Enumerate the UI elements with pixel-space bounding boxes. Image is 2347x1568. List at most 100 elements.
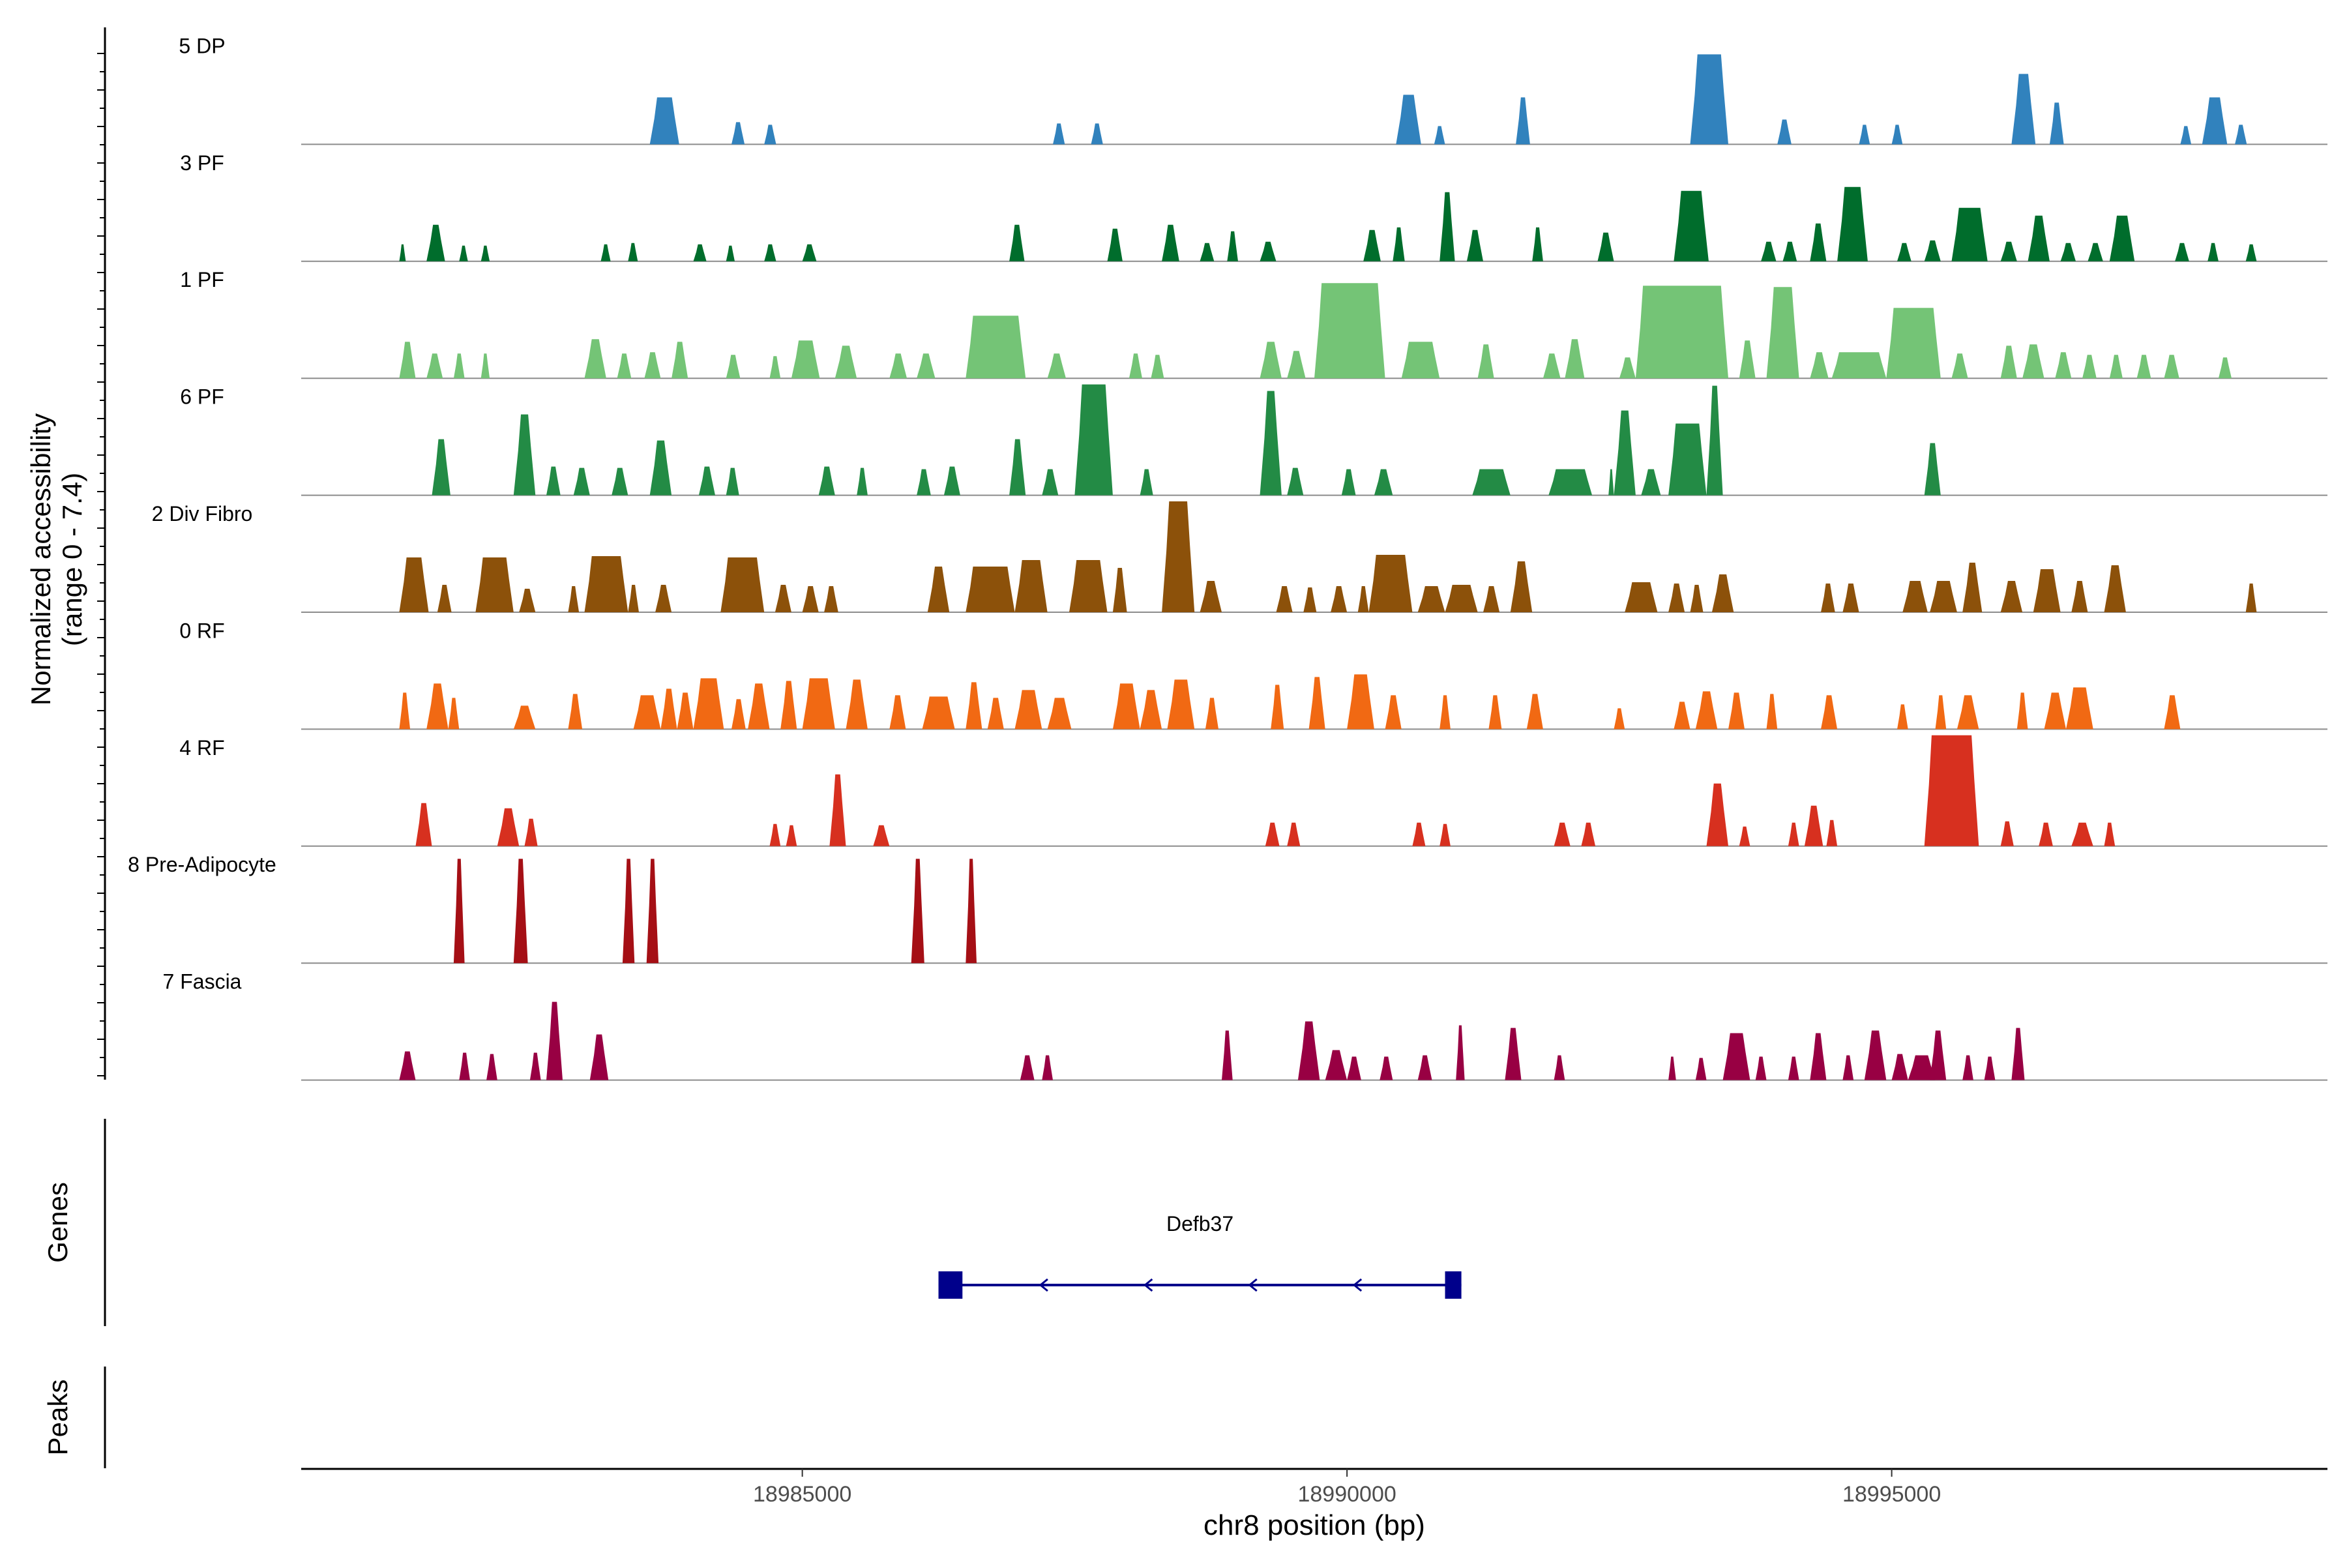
coverage-peak — [1341, 469, 1356, 496]
coverage-peak — [426, 683, 449, 730]
coverage-peak — [1690, 585, 1704, 612]
coverage-peak — [1842, 584, 1859, 612]
coverage-peak — [1167, 679, 1195, 730]
coverage-peak — [1619, 357, 1636, 379]
coverage-peak — [399, 244, 406, 261]
coverage-peak — [917, 469, 931, 496]
coverage-peak — [1439, 823, 1451, 846]
coverage-peak — [1009, 439, 1026, 496]
coverage-peak — [1439, 192, 1455, 261]
coverage-peak — [1260, 391, 1282, 496]
coverage-peak — [1488, 695, 1502, 730]
coverage-peak — [1897, 704, 1908, 730]
coverage-peak — [1956, 695, 1979, 730]
coverage-tracks: 5 DP 3 PF 1 PF 6 PF 2 Div Fibro 0 RF 4 RF 8 Pre… — [128, 34, 2327, 1081]
coverage-peak — [1886, 308, 1941, 379]
coverage-peak — [1962, 1055, 1973, 1080]
coverage-peak — [911, 859, 924, 964]
coverage-peak — [1810, 1033, 1827, 1080]
coverage-peak — [486, 1054, 497, 1080]
coverage-peak — [889, 353, 908, 379]
coverage-peak — [1053, 123, 1065, 145]
coverage-peak — [2016, 692, 2028, 730]
coverage-peak — [698, 466, 715, 496]
coverage-peak — [1396, 95, 1421, 145]
coverage-peak — [927, 567, 950, 612]
coverage-peak — [1445, 585, 1478, 612]
coverage-peak — [2202, 97, 2228, 145]
coverage-peak — [1614, 410, 1636, 496]
coverage-peak — [1625, 582, 1658, 612]
coverage-peak — [1380, 1056, 1393, 1080]
coverage-peak — [1891, 1054, 1908, 1080]
coverage-peak — [1347, 1056, 1361, 1080]
coverage-peak — [1777, 119, 1792, 145]
coverage-peak — [1821, 584, 1835, 612]
coverage-peak — [1368, 555, 1413, 612]
coverage-peak — [834, 346, 857, 379]
coverage-peak — [1303, 587, 1317, 612]
coverage-peak — [1417, 1055, 1432, 1080]
coverage-peak — [1674, 702, 1690, 730]
coverage-peak — [399, 692, 411, 730]
coverage-peak — [1151, 355, 1164, 379]
coverage-peak — [1668, 423, 1707, 496]
coverage-peak — [1483, 586, 1500, 612]
coverage-peak — [726, 245, 735, 261]
coverage-peak — [1739, 340, 1756, 379]
coverage-peak — [1674, 190, 1709, 261]
coverage-peak — [889, 695, 906, 730]
strand-arrow — [1143, 1278, 1153, 1292]
gene-exon — [1445, 1271, 1462, 1299]
gene-model: Defb37 — [938, 1212, 1462, 1299]
coverage-peak — [1984, 1056, 1996, 1080]
coverage-peak — [1722, 1033, 1750, 1080]
coverage-peak — [693, 678, 724, 730]
coverage-peak — [2049, 102, 2064, 145]
track-4-rf: 4 RF — [179, 735, 2327, 847]
strand-arrow — [1248, 1278, 1258, 1292]
track-label: 2 Div Fibro — [152, 502, 253, 525]
coverage-peak — [1047, 698, 1072, 730]
coverage-peak — [1347, 674, 1374, 730]
coverage-peak — [1565, 339, 1585, 379]
coverage-peak — [2164, 695, 2181, 730]
coverage-peak — [824, 586, 838, 612]
coverage-peak — [720, 557, 765, 612]
coverage-peak — [2180, 126, 2192, 145]
coverage-peak — [802, 678, 835, 730]
coverage-peak — [748, 683, 770, 730]
coverage-peak — [672, 342, 688, 379]
coverage-peak — [818, 466, 835, 496]
coverage-peak — [1014, 690, 1042, 730]
coverage-peak — [1401, 342, 1440, 379]
track-label: 6 PF — [180, 385, 224, 409]
coverage-peak — [1140, 690, 1162, 730]
coverage-peak — [399, 557, 429, 612]
coverage-peak — [775, 585, 791, 612]
coverage-peak — [2066, 687, 2093, 730]
coverage-peak — [2104, 565, 2126, 612]
coverage-peak — [846, 679, 868, 730]
coverage-peak — [1641, 469, 1661, 496]
coverage-peak — [1810, 352, 1829, 379]
coverage-peak — [432, 439, 450, 496]
coverage-peak — [791, 340, 820, 379]
coverage-peak — [1260, 241, 1277, 261]
coverage-peak — [1554, 1055, 1565, 1080]
coverage-peak — [513, 705, 536, 730]
coverage-peak — [1842, 1055, 1854, 1080]
track-label: 4 RF — [179, 736, 224, 760]
coverage-peak — [1200, 243, 1215, 261]
coverage-peak — [1930, 581, 1957, 612]
coverage-peak — [1466, 229, 1483, 261]
coverage-peak — [1788, 1056, 1799, 1080]
coverage-peak — [622, 859, 635, 964]
coverage-peak — [1706, 783, 1728, 846]
coverage-peak — [1047, 353, 1066, 379]
coverage-peak — [529, 1052, 541, 1080]
coverage-peak — [1821, 695, 1838, 730]
coverage-peak — [1112, 683, 1140, 730]
coverage-peak — [426, 353, 443, 379]
